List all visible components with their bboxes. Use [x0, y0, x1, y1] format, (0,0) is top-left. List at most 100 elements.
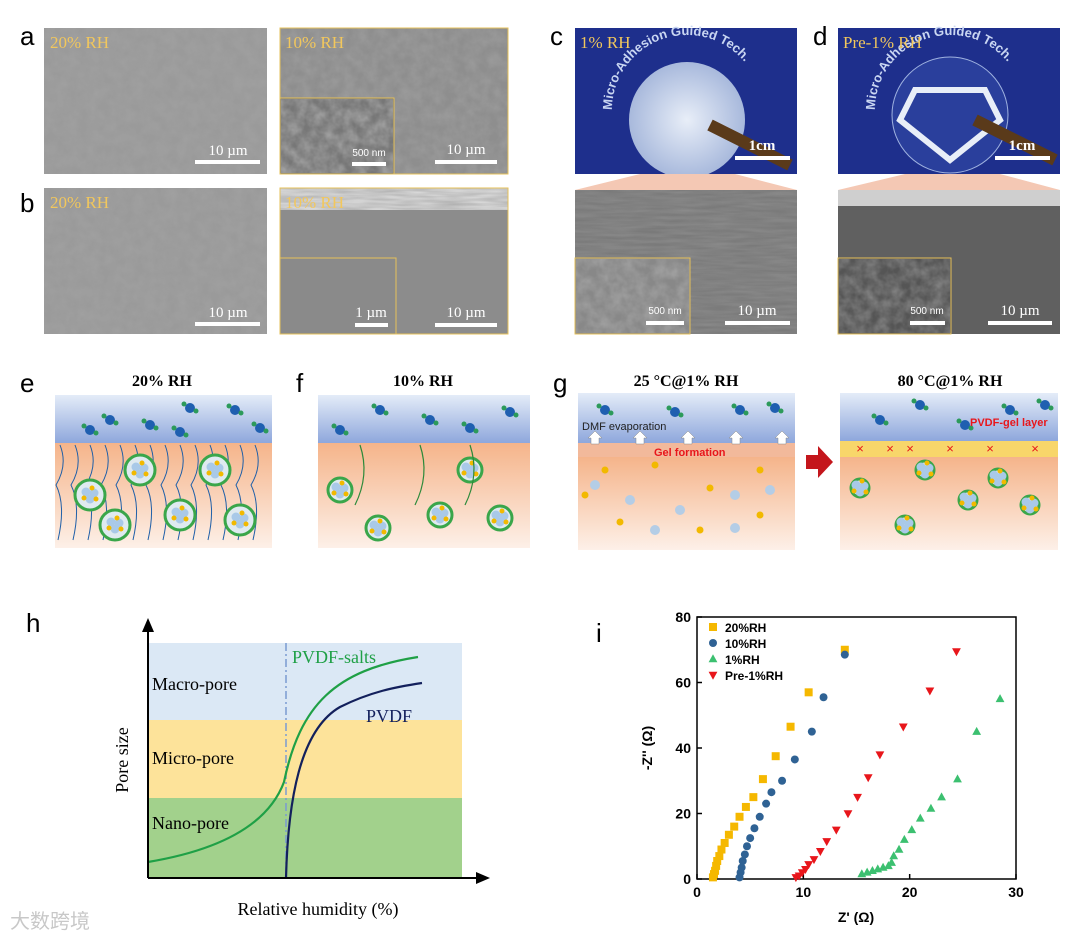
- molecule: [875, 415, 885, 425]
- ion: [491, 510, 501, 520]
- atom: [461, 421, 467, 427]
- molecule: [335, 425, 345, 435]
- point: [730, 822, 739, 831]
- point: [778, 776, 787, 785]
- point: [889, 851, 899, 860]
- atom: [238, 410, 244, 416]
- point: [831, 826, 841, 835]
- scale-bar: 1cm: [749, 138, 776, 154]
- arrow: [632, 430, 648, 445]
- scale-bar: 1 µm: [355, 305, 387, 321]
- cross-mark: ×: [1031, 441, 1039, 456]
- atom: [923, 405, 929, 411]
- cross-mark: ×: [906, 441, 914, 456]
- point: [863, 774, 873, 783]
- sem-image: 500 nm 10 µm: [837, 190, 1060, 335]
- ion: [331, 482, 341, 492]
- ion: [495, 517, 505, 527]
- atom: [93, 430, 99, 436]
- molecule: [465, 423, 475, 433]
- ion: [373, 527, 383, 537]
- point: [898, 723, 908, 732]
- legend-marker: [708, 671, 718, 680]
- arrow: [587, 430, 603, 445]
- polymer: [70, 444, 79, 541]
- salt: [179, 505, 185, 511]
- point: [720, 838, 729, 847]
- legend-marker: [709, 639, 717, 647]
- molecule: [770, 403, 780, 413]
- ion: [171, 507, 181, 517]
- point: [804, 688, 813, 697]
- salt: [851, 488, 857, 494]
- salt: [616, 518, 624, 526]
- salt: [139, 460, 145, 466]
- salt: [331, 490, 337, 496]
- salt: [499, 508, 505, 514]
- atom: [678, 412, 684, 418]
- sem-image: 10% RH 1 µm 10 µm: [279, 187, 509, 335]
- salt: [967, 490, 973, 496]
- y-tick-label: 0: [683, 871, 691, 887]
- point: [801, 865, 810, 874]
- ion: [650, 525, 660, 535]
- caption: 10% RH: [285, 33, 344, 52]
- atom: [1036, 398, 1042, 404]
- salt: [443, 516, 449, 522]
- cross-mark: ×: [946, 441, 954, 456]
- point: [907, 825, 917, 834]
- salt: [756, 511, 764, 519]
- legend-label: 1%RH: [725, 653, 760, 667]
- x-tick-label: 0: [693, 884, 701, 900]
- point: [875, 751, 885, 760]
- panel-label: b: [20, 188, 34, 218]
- molecule: [505, 407, 515, 417]
- point: [915, 813, 925, 822]
- point: [925, 687, 935, 696]
- point: [807, 727, 816, 736]
- salt: [431, 515, 437, 521]
- ion: [625, 495, 635, 505]
- cross-mark: ×: [986, 441, 994, 456]
- molecule: [735, 405, 745, 415]
- legend-marker: [709, 623, 717, 631]
- arrow: [774, 430, 790, 445]
- salt: [1029, 495, 1035, 501]
- caption: Pre-1% RH: [843, 33, 922, 52]
- point: [899, 834, 909, 843]
- atom: [1013, 410, 1019, 416]
- atom: [263, 428, 269, 434]
- curve-label: PVDF-salts: [292, 647, 376, 667]
- ion: [675, 505, 685, 515]
- scale-bar: 10 µm: [208, 143, 247, 159]
- atom: [421, 413, 427, 419]
- point: [724, 830, 733, 839]
- atom: [171, 425, 177, 431]
- atom: [331, 423, 337, 429]
- point: [735, 812, 744, 821]
- salt: [696, 526, 704, 534]
- atom: [871, 413, 877, 419]
- atom: [513, 412, 519, 418]
- ion: [963, 499, 973, 509]
- salt: [904, 515, 910, 521]
- caption: 20% RH: [50, 193, 109, 212]
- axis-label: Relative humidity (%): [238, 899, 399, 920]
- salt: [106, 525, 112, 531]
- point: [738, 856, 747, 865]
- atom: [911, 398, 917, 404]
- atom: [193, 408, 199, 414]
- ion: [730, 490, 740, 500]
- legend-label: 10%RH: [725, 637, 766, 651]
- salt: [214, 460, 220, 466]
- salt: [581, 491, 589, 499]
- ion: [959, 492, 969, 502]
- salt: [706, 484, 714, 492]
- salt: [863, 489, 869, 495]
- salt: [381, 529, 387, 535]
- panel-label: a: [20, 21, 35, 51]
- salt: [369, 528, 375, 534]
- salt: [896, 525, 902, 531]
- salt: [491, 518, 497, 524]
- scale-bar: 10 µm: [1000, 303, 1039, 319]
